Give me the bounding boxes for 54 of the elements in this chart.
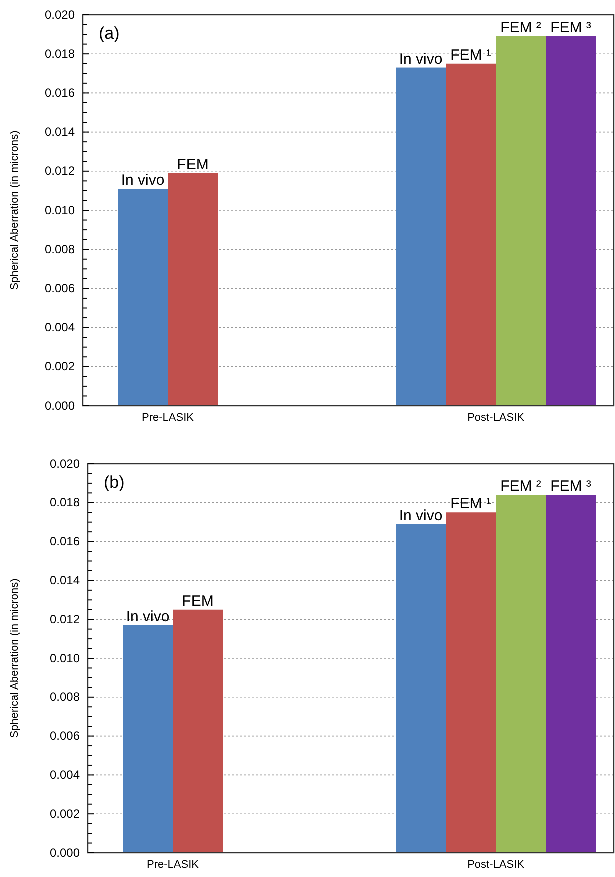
series-label: FEM ¹ [450, 496, 492, 513]
bar [446, 512, 496, 853]
bar [118, 188, 168, 406]
x-tick-label: Post-LASIK [468, 859, 526, 872]
x-tick-label: Post-LASIK [468, 412, 526, 424]
series-label: FEM ² [500, 478, 542, 496]
series-label: In vivo [126, 608, 170, 626]
y-tick-label: 0.010 [44, 203, 76, 218]
bar [496, 36, 546, 406]
bar [546, 36, 596, 406]
y-tick-label: 0.018 [44, 46, 76, 61]
y-tick-label: 0.004 [50, 768, 80, 782]
series-label: FEM ³ [550, 478, 592, 496]
y-tick-label: 0.020 [44, 8, 76, 22]
y-tick-label: 0.006 [50, 729, 80, 744]
y-tick-label: 0.016 [50, 534, 80, 549]
bar [396, 524, 446, 853]
y-tick-label: 0.000 [44, 398, 76, 413]
y-tick-label: 0.014 [50, 574, 80, 588]
text: In vivo [399, 507, 443, 524]
y-tick-label: 0.012 [44, 164, 76, 178]
bar [446, 64, 496, 406]
y-tick-label: 0.008 [44, 242, 76, 256]
y-tick-label: 0.008 [50, 690, 80, 704]
bar [173, 610, 223, 853]
series-label: FEM ³ [550, 20, 592, 37]
y-tick-label: 0.006 [44, 282, 76, 296]
y-axis-title: Spherical Aberration (in microns) [9, 130, 21, 290]
bar [168, 173, 218, 406]
y-tick-label: 0.004 [44, 320, 76, 335]
x-tick-label: Pre-LASIK [142, 412, 195, 424]
bar [546, 495, 596, 853]
y-tick-label: 0.002 [44, 360, 76, 374]
y-tick-label: 0.018 [50, 496, 80, 510]
annotation: (b) [104, 473, 125, 492]
bar [496, 495, 546, 853]
y-tick-label: 0.000 [50, 846, 80, 860]
bar [123, 625, 173, 853]
series-label: FEM ² [500, 20, 542, 37]
y-tick-label: 0.010 [50, 651, 80, 666]
y-axis-title: Spherical Aberration (in microns) [9, 578, 21, 738]
annotation: (a) [99, 24, 120, 43]
series-label: In vivo [121, 172, 165, 189]
y-tick-label: 0.012 [50, 612, 80, 626]
text: In vivo [399, 50, 443, 68]
bar [396, 68, 446, 406]
y-tick-label: 0.002 [50, 806, 80, 821]
series-label: FEM [182, 592, 214, 610]
y-tick-label: 0.014 [44, 125, 76, 140]
x-tick-label: Pre-LASIK [147, 859, 200, 872]
series-label: FEM [177, 156, 209, 174]
y-tick-label: 0.016 [44, 86, 76, 100]
series-label: FEM ¹ [450, 46, 492, 64]
y-tick-label: 0.020 [50, 456, 80, 471]
